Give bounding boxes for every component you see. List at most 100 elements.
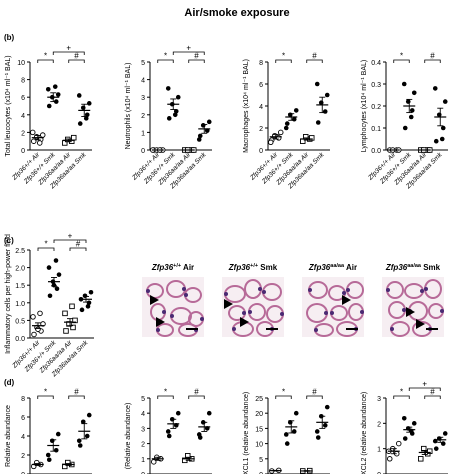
data-point	[175, 410, 181, 416]
data-point	[284, 121, 290, 126]
y-tick-label: 0	[21, 472, 25, 474]
y-tick-label: 4	[21, 113, 25, 120]
cell-nucleus	[360, 310, 364, 314]
arrowhead-marker	[416, 319, 425, 329]
significance-bracket	[424, 395, 441, 399]
y-axis-label: Inflammatory cells per high-power field	[5, 234, 12, 354]
data-point	[55, 431, 61, 437]
y-tick-label: 6	[259, 82, 263, 89]
data-point	[405, 99, 411, 104]
arrowhead-marker	[224, 299, 233, 309]
data-point	[184, 453, 191, 459]
data-point	[45, 452, 51, 458]
data-point	[46, 103, 52, 109]
data-point	[80, 105, 86, 111]
y-axis-label: CXCL1 (relative abundance)	[243, 392, 250, 474]
cell-nucleus	[420, 289, 424, 293]
scale-bar	[266, 328, 278, 330]
data-point	[53, 258, 59, 263]
y-tick-label: 2.5	[15, 248, 25, 255]
data-point	[62, 310, 68, 317]
significance-bracket	[275, 59, 292, 63]
data-point	[85, 304, 91, 309]
data-point	[440, 125, 446, 131]
cell-nucleus	[280, 312, 284, 316]
cell-nucleus	[346, 288, 350, 292]
y-tick-label: 4	[21, 434, 25, 441]
arrowhead-marker	[150, 295, 159, 305]
significance-label: #	[74, 52, 79, 61]
y-tick-label: 2.0	[15, 266, 25, 273]
significance-label: *	[400, 52, 403, 61]
data-point	[442, 431, 448, 436]
chart-b-0: 0 2 4 6 8 10 Total leucocytes (x10⁴ ml⁻¹ BAL) *…	[5, 44, 92, 191]
histology-image	[382, 277, 444, 337]
cell-nucleus	[308, 288, 312, 292]
data-point	[37, 310, 43, 317]
cell-nucleus	[194, 328, 198, 332]
cell-nucleus	[314, 328, 318, 332]
cell-nucleus	[330, 311, 334, 315]
y-tick-label: 0.0	[15, 336, 25, 343]
data-point	[56, 272, 62, 277]
significance-bracket	[69, 247, 87, 251]
data-point	[418, 456, 424, 462]
data-point	[76, 93, 82, 98]
data-point	[196, 432, 202, 437]
data-point	[52, 84, 58, 89]
data-point	[324, 92, 330, 98]
data-point	[284, 441, 290, 446]
significance-bracket	[408, 387, 441, 391]
data-point	[54, 286, 60, 292]
significance-bracket	[306, 395, 323, 399]
significance-label: +	[68, 232, 73, 241]
y-tick-label: 10	[17, 60, 25, 67]
significance-bracket	[37, 395, 54, 399]
data-point	[31, 331, 37, 338]
y-tick-label: 0	[259, 472, 263, 474]
significance-bracket	[275, 395, 292, 399]
data-point	[77, 121, 83, 126]
significance-bracket	[68, 59, 85, 63]
data-point	[283, 125, 289, 131]
data-point	[165, 429, 171, 434]
significance-label: #	[194, 388, 199, 397]
significance-label: #	[430, 388, 435, 397]
figure-title: Air/smoke exposure	[184, 7, 289, 19]
data-point	[46, 265, 52, 270]
y-tick-label: 0.4	[371, 60, 381, 67]
data-point	[411, 90, 417, 96]
y-tick-label: 4	[141, 411, 145, 418]
y-tick-label: 1.0	[15, 301, 25, 308]
data-point	[84, 433, 90, 439]
significance-label: #	[312, 388, 317, 397]
data-point	[172, 112, 178, 118]
significance-label: #	[194, 52, 199, 61]
y-tick-label: 1	[377, 447, 381, 454]
significance-label: *	[164, 388, 167, 397]
y-tick-label: 8	[21, 396, 25, 403]
significance-bracket	[306, 59, 323, 63]
data-point	[401, 415, 407, 421]
data-point	[314, 429, 320, 434]
y-axis-label: (Relative abundance)	[125, 403, 132, 470]
data-point	[77, 443, 83, 448]
y-tick-label: 0.2	[371, 104, 381, 111]
data-point	[196, 137, 202, 142]
data-point	[166, 116, 172, 121]
data-point	[433, 446, 439, 451]
y-tick-label: 5	[259, 457, 263, 464]
y-tick-label: 3	[141, 95, 145, 102]
data-point	[439, 136, 445, 142]
data-point	[45, 86, 51, 92]
significance-label: #	[312, 52, 317, 61]
significance-bracket	[188, 395, 205, 399]
significance-bracket	[172, 51, 205, 55]
arrowhead-marker	[240, 317, 249, 327]
data-point	[324, 404, 330, 410]
data-point	[88, 289, 94, 295]
data-point	[396, 440, 402, 447]
histology-image	[222, 277, 284, 337]
